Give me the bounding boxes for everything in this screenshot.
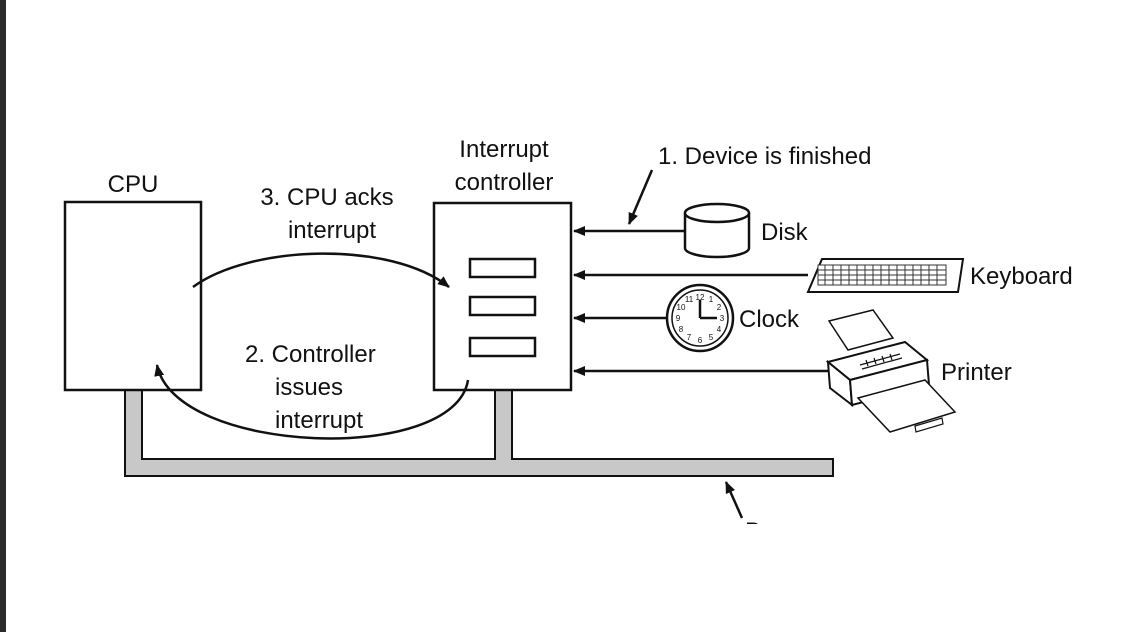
step2-label-line2: issues bbox=[275, 374, 343, 401]
window-edge bbox=[0, 0, 6, 632]
clock-icon: 12 1 2 3 4 5 6 7 8 9 10 11 bbox=[665, 283, 735, 353]
clock-number-2: 2 bbox=[717, 303, 722, 312]
step3-label-line1: 3. CPU acks bbox=[260, 184, 393, 211]
printer-icon bbox=[825, 309, 957, 433]
cpu-box bbox=[63, 200, 203, 392]
clock-number-7: 7 bbox=[687, 333, 692, 342]
clock-number-1: 1 bbox=[709, 295, 714, 304]
clock-number-12: 12 bbox=[696, 293, 705, 302]
clock-number-9: 9 bbox=[676, 314, 681, 323]
step1-pointer-arrow bbox=[627, 169, 654, 225]
bus-label-clip: Bus bbox=[745, 518, 786, 545]
cpu-label: CPU bbox=[108, 171, 159, 198]
step1-label: 1. Device is finished bbox=[658, 143, 871, 170]
clock-number-5: 5 bbox=[709, 333, 714, 342]
printer-label: Printer bbox=[941, 359, 1012, 386]
bus-pointer-arrow bbox=[724, 481, 744, 519]
step3-label-line2: interrupt bbox=[288, 217, 376, 244]
bus bbox=[124, 389, 834, 477]
ack-arrow bbox=[192, 252, 450, 289]
bus-label: Bus bbox=[745, 518, 786, 545]
clock-number-3: 3 bbox=[720, 314, 725, 323]
keyboard-icon bbox=[806, 258, 965, 293]
controller-label-line2: controller bbox=[455, 169, 554, 196]
clock-number-6: 6 bbox=[698, 336, 703, 345]
disk-icon bbox=[683, 202, 751, 259]
clock-number-8: 8 bbox=[679, 325, 684, 334]
disk-label: Disk bbox=[761, 219, 809, 246]
clock-label: Clock bbox=[739, 306, 800, 333]
interrupt-arrow bbox=[154, 364, 470, 440]
step2-label-line1: 2. Controller bbox=[245, 341, 376, 368]
step2-label-line3: interrupt bbox=[275, 407, 363, 434]
controller-label-line1: Interrupt bbox=[459, 136, 549, 163]
clock-number-4: 4 bbox=[717, 325, 722, 334]
controller-slot-1 bbox=[468, 257, 537, 279]
controller-slot-2 bbox=[468, 295, 537, 317]
keyboard-label: Keyboard bbox=[970, 263, 1073, 290]
clock-number-10: 10 bbox=[677, 303, 686, 312]
controller-slot-3 bbox=[468, 336, 537, 358]
clock-number-11: 11 bbox=[685, 295, 694, 304]
